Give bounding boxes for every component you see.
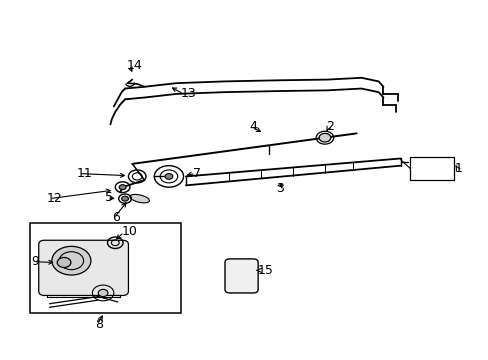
Circle shape [52, 246, 91, 275]
Text: 14: 14 [127, 59, 142, 72]
Text: 4: 4 [249, 121, 257, 134]
Text: 8: 8 [95, 318, 102, 331]
Circle shape [98, 289, 108, 297]
FancyBboxPatch shape [39, 240, 128, 296]
Text: 13: 13 [181, 87, 197, 100]
Circle shape [122, 196, 128, 201]
FancyBboxPatch shape [224, 259, 258, 293]
Text: 10: 10 [122, 225, 137, 238]
Text: 3: 3 [276, 183, 284, 195]
Text: 6: 6 [112, 211, 120, 224]
Text: 15: 15 [258, 264, 273, 277]
Ellipse shape [130, 194, 149, 203]
Text: 7: 7 [193, 167, 201, 180]
Bar [30, 223, 181, 313]
Circle shape [164, 174, 172, 179]
Circle shape [57, 257, 71, 267]
Text: 12: 12 [47, 192, 62, 205]
Circle shape [319, 134, 330, 142]
Circle shape [119, 185, 126, 190]
Text: 2: 2 [326, 121, 334, 134]
Text: 5: 5 [104, 192, 112, 204]
Text: 9: 9 [31, 255, 39, 268]
Text: 1: 1 [454, 162, 462, 175]
Bar [409, 157, 453, 180]
Text: 11: 11 [76, 167, 92, 180]
